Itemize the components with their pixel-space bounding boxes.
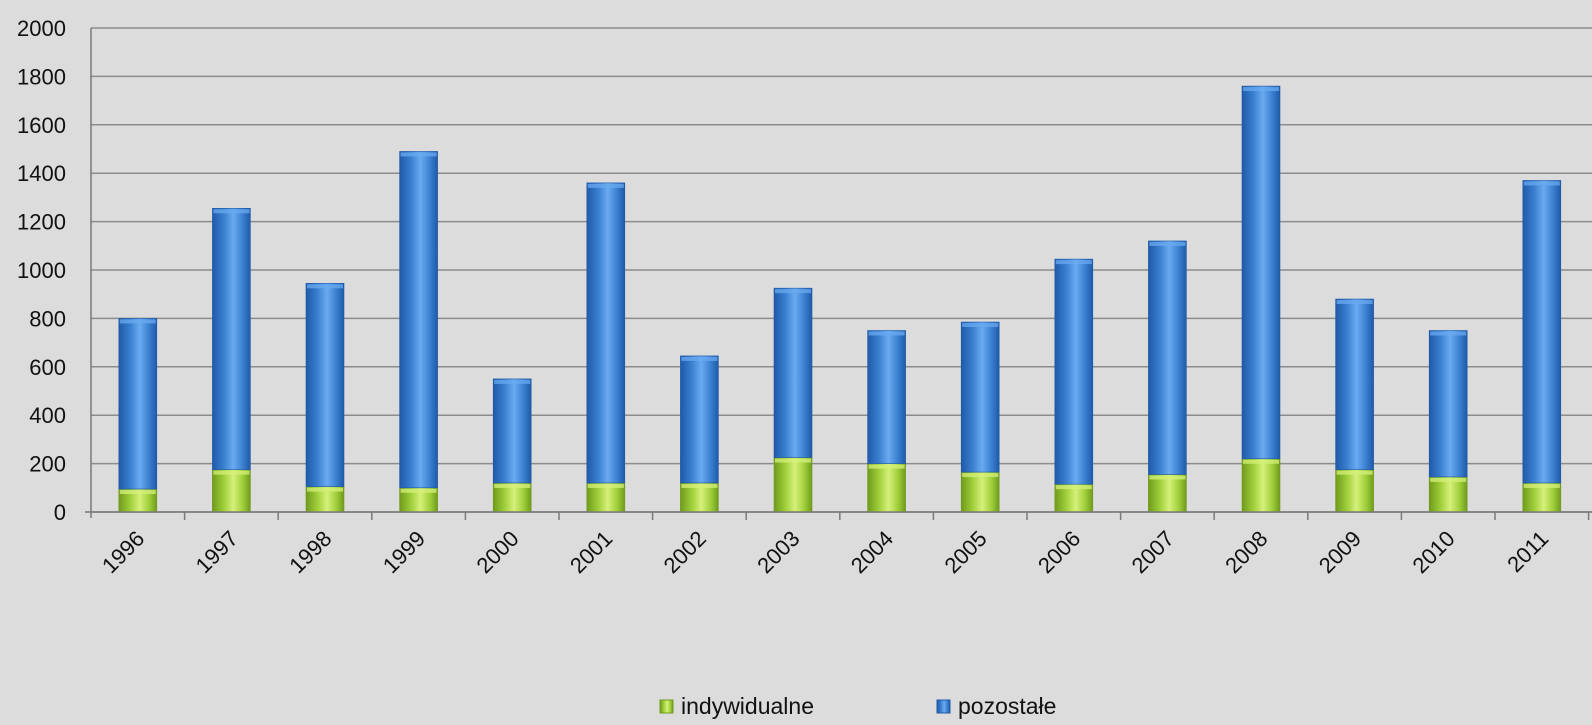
bar-cap-indywidualne-2000 [494,483,531,488]
bar-cap-pozostale-1996 [119,319,156,324]
x-tick-label: 2002 [659,526,711,578]
legend-swatch-pozostale [936,699,951,714]
bar-pozostale-2003 [773,287,813,458]
bar-cap-pozostale-2011 [1523,181,1560,186]
bar-cap-pozostale-1997 [213,209,250,214]
bar-pozostale-2009 [1335,298,1374,470]
legend-swatch-indywidualne [659,699,674,714]
bar-pozostale-1999 [399,151,438,489]
bar-cap-indywidualne-2009 [1336,470,1373,475]
y-tick-label: 1200 [17,210,66,235]
x-tick-label: 1999 [378,526,430,578]
bar-pozostale-1996 [118,318,158,490]
bar-indywidualne-2007 [1148,474,1187,513]
bar-cap-indywidualne-2005 [962,473,999,478]
x-tick-label: 2006 [1033,526,1085,578]
bar-cap-indywidualne-2003 [775,458,811,463]
y-tick-label: 400 [29,403,66,428]
bar-cap-indywidualne-1998 [307,487,343,492]
bar-indywidualne-2010 [1428,476,1468,513]
bar-pozostale-2004 [867,330,906,464]
y-tick-label: 1400 [17,161,66,186]
x-tick-label: 2008 [1220,526,1272,578]
bar-pozostale-2005 [960,321,1000,473]
bar-pozostale-1998 [305,283,345,487]
bar-cap-indywidualne-2002 [681,483,718,488]
bar-pozostale-2001 [586,182,626,484]
y-tick-label: 800 [29,306,66,331]
bar-pozostale-2008 [1241,85,1281,460]
bar-cap-indywidualne-2011 [1523,483,1560,488]
x-tick-label: 1998 [284,526,336,578]
bar-cap-indywidualne-2008 [1243,459,1279,464]
bar-indywidualne-2008 [1241,458,1281,513]
bar-pozostale-2010 [1428,330,1468,478]
bar-cap-pozostale-2010 [1430,331,1467,336]
bar-cap-indywidualne-2007 [1149,475,1186,480]
bar-indywidualne-2003 [773,457,813,513]
bar-cap-pozostale-2009 [1336,300,1373,305]
bar-cap-indywidualne-1999 [400,488,437,493]
bar-cap-indywidualne-2006 [1055,485,1092,490]
x-tick-label: 2004 [846,526,898,578]
bar-cap-pozostale-2001 [587,183,624,188]
bar-cap-pozostale-1999 [400,152,437,157]
bar-cap-indywidualne-2004 [868,464,905,469]
bar-cap-pozostale-2008 [1243,87,1279,92]
bar-cap-pozostale-2002 [681,356,718,361]
bar-pozostale-2007 [1148,240,1187,475]
y-tick-label: 1800 [17,64,66,89]
bars [118,85,1562,513]
bar-pozostale-2000 [492,378,532,484]
legend-label-pozostale: pozostałe [958,693,1056,719]
x-tick-label: 2007 [1127,526,1179,578]
bar-cap-pozostale-2003 [775,289,811,294]
bar-pozostale-2002 [680,355,719,484]
x-tick-label: 2005 [939,526,991,578]
bar-pozostale-2006 [1054,258,1094,485]
x-tick-label: 2011 [1502,526,1553,577]
x-tick-label: 1997 [191,526,243,578]
bar-pozostale-2011 [1522,180,1562,484]
y-tick-label: 0 [54,500,66,525]
bar-indywidualne-2005 [960,471,1000,513]
legend: indywidualne pozostałe [659,693,1056,719]
bar-cap-indywidualne-2010 [1430,477,1467,482]
bar-cap-pozostale-2005 [962,323,999,328]
bar-cap-pozostale-2006 [1055,260,1092,265]
y-tick-label: 1000 [17,258,66,283]
bar-cap-indywidualne-1997 [213,470,250,475]
bar-cap-pozostale-2004 [868,331,905,336]
y-tick-label: 2000 [17,16,66,41]
bar-cap-pozostale-2000 [494,379,531,384]
bar-indywidualne-1997 [212,469,251,513]
x-tick-label: 2003 [752,526,804,578]
x-tick-label: 2010 [1407,526,1459,578]
x-tick-label: 2009 [1314,526,1366,578]
bar-pozostale-1997 [212,207,251,470]
bar-cap-pozostale-2007 [1149,241,1186,246]
x-tick-label: 2001 [565,526,617,578]
bar-cap-pozostale-1998 [307,284,343,289]
x-tick-label: 2000 [471,526,523,578]
bar-cap-indywidualne-2001 [587,483,624,488]
bar-indywidualne-2009 [1335,469,1374,513]
x-tick-label: 1996 [97,526,149,578]
y-tick-label: 600 [29,355,66,380]
bar-cap-indywidualne-1996 [119,490,156,495]
y-tick-label: 200 [29,452,66,477]
y-tick-label: 1600 [17,113,66,138]
bar-indywidualne-2004 [867,463,906,513]
legend-label-indywidualne: indywidualne [681,693,814,719]
